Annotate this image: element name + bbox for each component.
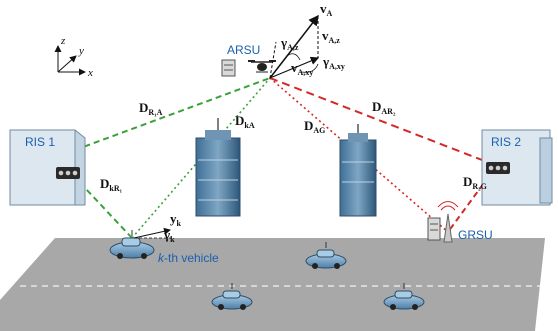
- label-gamma-az: γA,z: [280, 35, 299, 52]
- vehicle-k-label: k-th vehicle: [158, 251, 219, 265]
- label-v-az: vA,z: [322, 28, 340, 45]
- axis-z-label: z: [60, 35, 66, 47]
- ris1-building: [9, 129, 86, 206]
- label-y-k: yk: [170, 211, 182, 228]
- label-d-ka: DkA: [235, 113, 255, 130]
- vehicle-k: [109, 227, 172, 259]
- grsu-server-icon: [427, 217, 441, 241]
- office-tower-right: [339, 124, 377, 217]
- ris2-building: [481, 129, 553, 206]
- link-arsu-ris2: [269, 77, 496, 166]
- coordinate-axes: z y x: [54, 35, 93, 79]
- label-v-a: vA: [320, 1, 333, 18]
- arsu-drone: [221, 59, 276, 77]
- grsu-tower: [427, 201, 459, 243]
- arsu-velocity-vectors: [269, 14, 320, 79]
- label-d-kr1: DkR₁: [100, 176, 123, 193]
- label-d-ar2: DAR₂: [372, 99, 396, 116]
- link-ris1-arsu: [74, 77, 271, 151]
- axis-y-label: y: [78, 45, 84, 57]
- vehicle-3: [211, 283, 253, 310]
- ris1-label: RIS 1: [25, 135, 55, 149]
- link-arsu-grsu: [269, 77, 449, 233]
- office-tower-left: [195, 118, 241, 217]
- vehicle-4: [383, 283, 425, 310]
- axis-x-label: x: [87, 67, 93, 79]
- label-gamma-k: γk: [163, 227, 175, 244]
- arsu-server-icon: [221, 59, 236, 77]
- label-d-r2g: DR₂G: [463, 174, 487, 191]
- label-d-r1a: DR₁A: [139, 100, 163, 117]
- label-d-ag: DAG: [304, 118, 325, 135]
- vehicle-2: [305, 242, 347, 269]
- grsu-label: GRSU: [458, 228, 493, 242]
- road: [0, 238, 545, 331]
- label-gamma-axy: γA,xy: [322, 54, 345, 71]
- ris2-label: RIS 2: [491, 135, 521, 149]
- label-v-axy: vA,xy: [291, 60, 313, 77]
- arsu-label: ARSU: [227, 43, 260, 57]
